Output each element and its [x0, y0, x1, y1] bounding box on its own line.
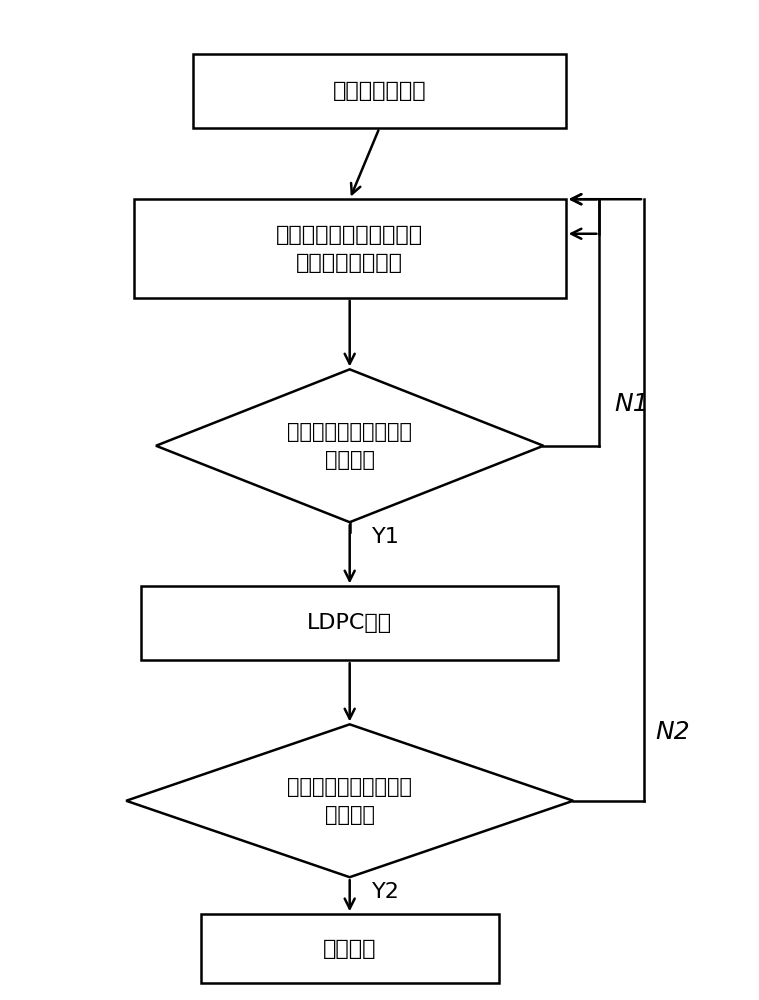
- Text: 更新信道系数估计、符号
估计和干扰项信息: 更新信道系数估计、符号 估计和干扰项信息: [276, 225, 424, 273]
- Text: 判断是否满足外部迭代
终止条件: 判断是否满足外部迭代 终止条件: [287, 777, 412, 825]
- Bar: [200, 914, 499, 983]
- Bar: [194, 54, 565, 128]
- Bar: [134, 199, 565, 298]
- Bar: [141, 586, 559, 660]
- Text: Y1: Y1: [372, 527, 400, 547]
- Polygon shape: [126, 724, 573, 877]
- Text: 结束迭代: 结束迭代: [323, 939, 376, 959]
- Text: Y2: Y2: [372, 882, 400, 902]
- Text: 初始化外部迭代: 初始化外部迭代: [332, 81, 427, 101]
- Text: 判断是否满足内部迭代
终止条件: 判断是否满足内部迭代 终止条件: [287, 422, 412, 470]
- Text: LDPC译码: LDPC译码: [307, 613, 392, 633]
- Polygon shape: [156, 369, 543, 522]
- Text: N2: N2: [655, 720, 690, 744]
- Text: N1: N1: [614, 392, 649, 416]
